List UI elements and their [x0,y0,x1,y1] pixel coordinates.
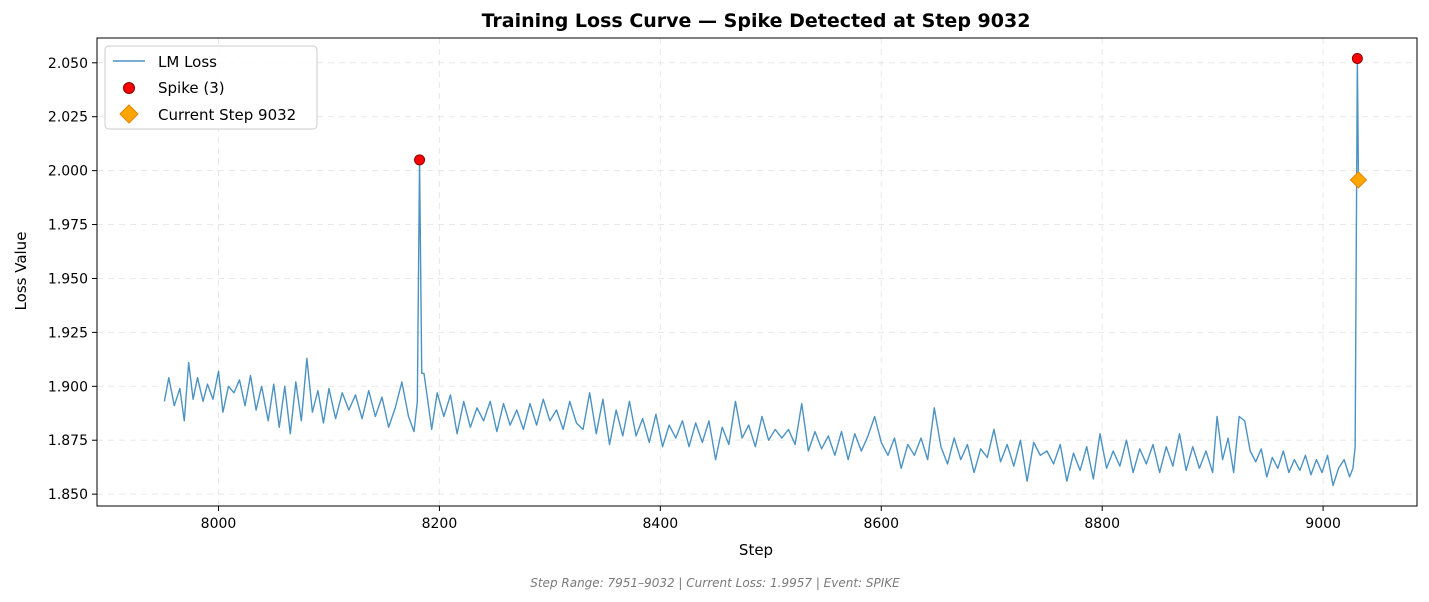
chart-title: Training Loss Curve — Spike Detected at … [482,10,1031,32]
spike-marker [414,154,426,166]
spike-marker [1351,52,1363,64]
y-tick-label: 2.000 [48,164,88,180]
y-tick-label: 2.025 [48,110,88,126]
y-tick-label: 2.050 [48,56,88,72]
x-tick-label: 8200 [422,516,458,532]
y-tick-label: 1.975 [48,218,88,234]
legend-spike-swatch [123,82,135,94]
current-step-marker [1349,171,1368,189]
lm-loss-line [163,57,1360,487]
y-tick-label: 1.950 [48,271,88,287]
legend-label-spike: Spike (3) [158,79,225,97]
plot-area [163,52,1368,487]
legend-box [104,45,318,130]
y-axis-label: Loss Value [12,232,30,311]
x-tick-label: 8800 [1084,516,1120,532]
y-tick-label: 1.875 [48,433,88,449]
y-tick-label: 1.925 [48,325,88,341]
legend-current-swatch [119,104,139,124]
legend-label-lm-loss: LM Loss [158,53,217,71]
x-tick-label: 8600 [863,516,899,532]
y-tick-label: 1.850 [48,487,88,503]
legend: LM Loss Spike (3) Current Step 9032 [104,45,318,130]
plot-frame [96,37,1418,507]
x-tick-label: 9000 [1305,516,1341,532]
legend-label-current-step: Current Step 9032 [158,106,296,124]
axis-ticks: 8000 8200 8400 8600 8800 9000 1.850 1.875 1.900 1… [48,56,1341,532]
x-tick-label: 8000 [201,516,237,532]
footer-note: Step Range: 7951–9032 | Current Loss: 1.… [530,576,900,590]
x-tick-label: 8400 [643,516,679,532]
y-tick-label: 1.900 [48,379,88,395]
x-axis-label: Step [739,541,773,559]
